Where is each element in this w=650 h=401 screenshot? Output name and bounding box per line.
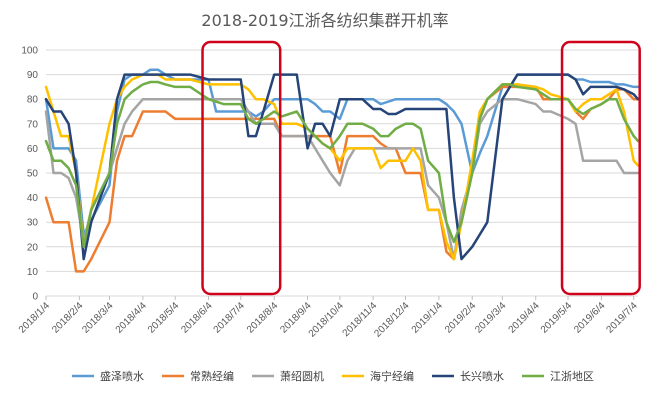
y-tick-label: 90 [27,70,39,81]
y-tick-label: 10 [27,267,39,278]
y-tick-label: 20 [27,242,39,253]
y-tick-label: 100 [21,46,38,57]
highlight-box-1 [201,40,282,296]
y-tick-label: 30 [27,218,39,229]
legend: 盛泽喷水 常熟经编 萧绍圆机 海宁经编 长兴喷水 江浙地区 [72,369,594,383]
y-tick-label: 60 [27,144,39,155]
y-tick-label: 40 [27,193,39,204]
y-tick-label: 70 [27,119,39,130]
chart-title: 2018-2019江浙各纺织集群开机率 [201,11,448,30]
series-line-2 [44,85,640,273]
legend-label: 萧绍圆机 [280,369,324,383]
series-line-4 [44,73,640,261]
highlight-box-2 [560,40,641,296]
series-line-6 [44,80,640,249]
legend-label: 常熟经编 [190,369,234,383]
series-lines [44,68,640,273]
legend-label: 长兴喷水 [460,370,504,383]
y-tick-label: 80 [27,95,39,106]
y-tick-label: 50 [27,169,39,180]
series-line-5 [44,73,640,261]
highlight-boxes [201,40,641,296]
legend-label: 江浙地区 [550,370,594,383]
y-tick-label: 0 [32,292,38,303]
legend-label: 盛泽喷水 [100,369,144,383]
legend-label: 海宁经编 [370,369,414,383]
y-axis-ticks: 0 10 20 30 40 50 60 70 80 90 100 [21,46,38,303]
